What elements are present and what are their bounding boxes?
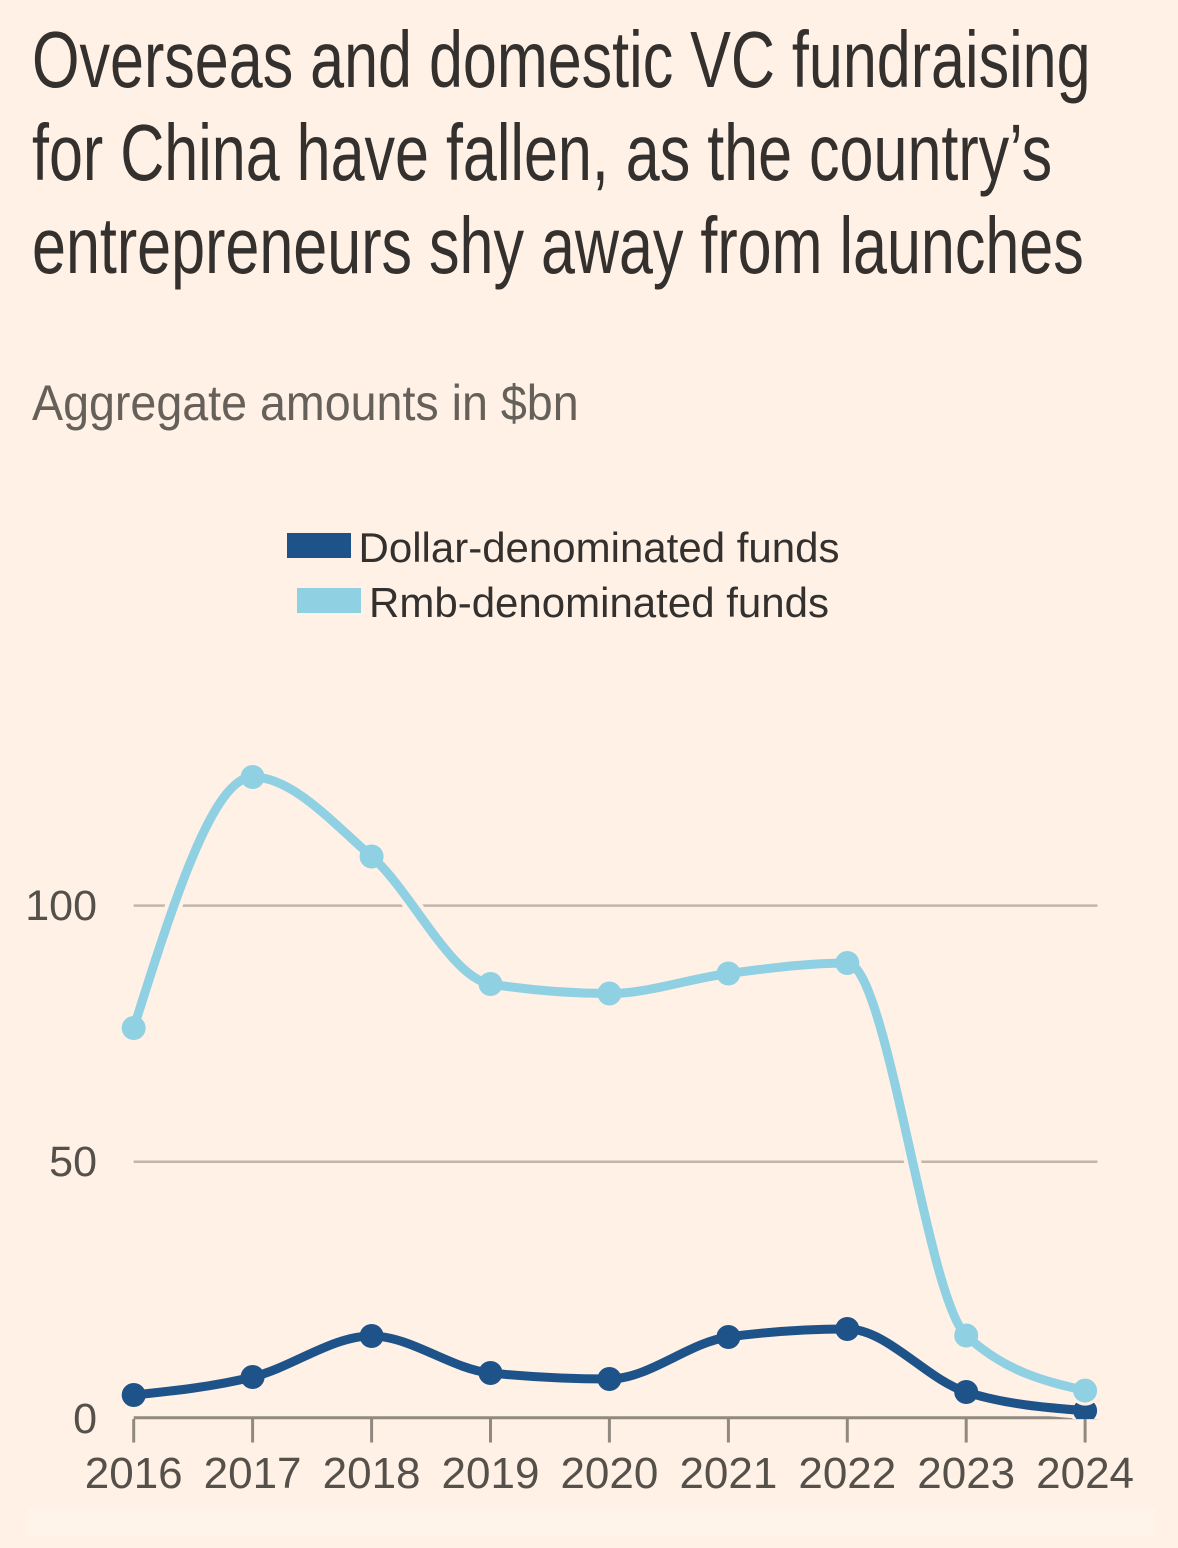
svg-text:2016: 2016 [85,1449,183,1498]
svg-text:100: 100 [25,882,97,930]
svg-text:2020: 2020 [560,1449,658,1498]
svg-text:50: 50 [49,1138,97,1186]
svg-text:2023: 2023 [917,1449,1015,1498]
svg-text:2022: 2022 [798,1449,896,1498]
svg-text:2017: 2017 [204,1449,302,1498]
svg-text:2021: 2021 [679,1449,777,1498]
svg-text:0: 0 [73,1395,97,1443]
svg-text:2019: 2019 [442,1449,540,1498]
svg-text:2018: 2018 [323,1449,421,1498]
svg-text:2024: 2024 [1036,1449,1134,1498]
